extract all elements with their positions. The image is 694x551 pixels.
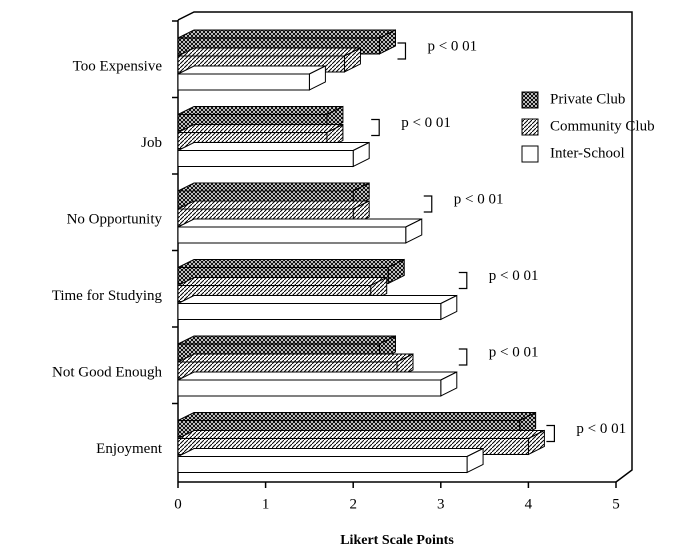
y-tick-label: Too Expensive — [73, 59, 163, 75]
annotation: p < 0 01 — [576, 421, 626, 437]
bar-top — [177, 353, 414, 363]
bar-top — [177, 277, 387, 286]
bar-top — [177, 218, 422, 228]
bar-top — [177, 182, 370, 192]
significance-bracket — [546, 424, 555, 443]
bar-group — [177, 371, 458, 397]
bar-top — [177, 295, 458, 304]
bar-top — [177, 448, 484, 457]
bar-top — [177, 430, 545, 439]
bar-top — [177, 200, 370, 210]
annotation: p < 0 01 — [489, 268, 539, 284]
annotation: p < 0 01 — [401, 115, 451, 131]
bar-top — [177, 412, 536, 421]
significance-bracket — [458, 271, 468, 290]
significance-bracket — [458, 348, 468, 366]
y-tick-label: Not Good Enough — [52, 365, 162, 381]
x-tick-label: 4 — [525, 496, 533, 512]
x-tick-label: 5 — [612, 496, 620, 512]
x-tick-label: 3 — [437, 496, 445, 512]
bar — [177, 226, 407, 244]
bar-top — [177, 124, 344, 133]
bar — [177, 150, 354, 167]
legend-swatch — [521, 118, 539, 136]
x-axis-label: Likert Scale Points — [340, 533, 454, 548]
x-tick-label: 2 — [349, 496, 357, 512]
bar-top — [177, 142, 370, 151]
bar-top — [177, 371, 458, 381]
legend-swatch — [521, 91, 539, 109]
bar-top — [177, 259, 405, 268]
significance-bracket — [397, 42, 407, 60]
bar-top — [177, 47, 361, 57]
x-tick-label: 1 — [262, 496, 270, 512]
bar-group — [177, 447, 484, 474]
bar — [177, 379, 442, 397]
significance-bracket — [423, 195, 433, 213]
annotation: p < 0 01 — [489, 344, 539, 360]
bar-group — [177, 294, 458, 321]
bar-group — [177, 141, 370, 168]
legend-label: Private Club — [550, 91, 625, 107]
legend-label: Community Club — [550, 118, 655, 134]
legend-label: Inter-School — [550, 145, 625, 161]
legend-swatch — [521, 145, 539, 163]
y-tick-label: Enjoyment — [96, 441, 163, 457]
significance-bracket — [371, 118, 380, 137]
bar-top — [177, 106, 344, 115]
bar — [177, 73, 310, 91]
bar-top — [177, 65, 326, 75]
bar — [177, 456, 468, 473]
y-tick-label: Job — [141, 135, 162, 151]
bar-top — [177, 29, 396, 39]
bar-top — [177, 335, 396, 345]
y-tick-label: No Opportunity — [67, 212, 163, 228]
annotation: p < 0 01 — [427, 38, 477, 54]
y-tick-label: Time for Studying — [52, 288, 163, 304]
bar-group — [177, 218, 423, 244]
x-tick-label: 0 — [174, 496, 182, 512]
back-wall — [177, 11, 633, 483]
annotation: p < 0 01 — [454, 191, 504, 207]
bar — [177, 303, 442, 320]
bar-group — [177, 65, 326, 91]
